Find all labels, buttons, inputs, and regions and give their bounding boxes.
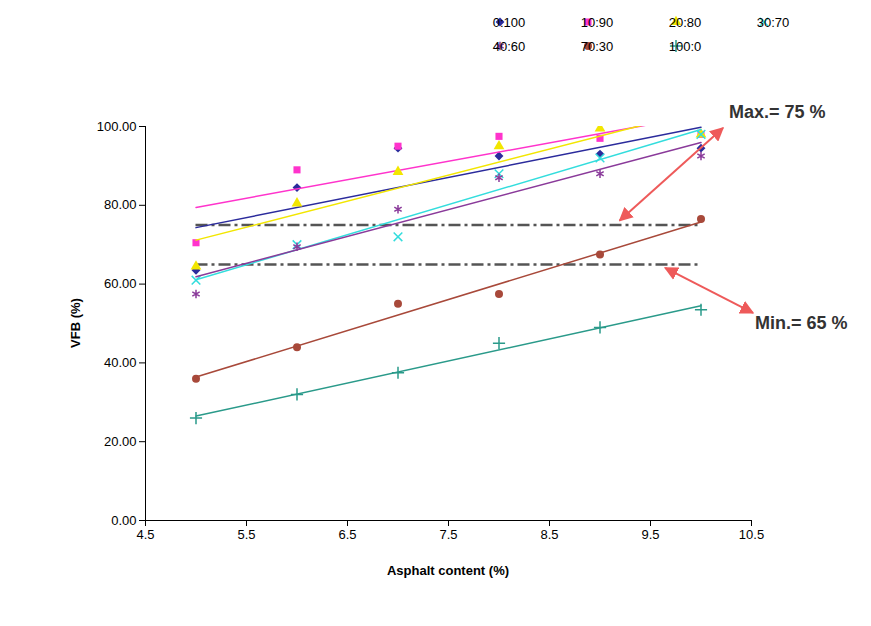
- svg-text:70:30: 70:30: [581, 39, 614, 54]
- svg-text:9.5: 9.5: [641, 527, 659, 542]
- svg-text:100.00: 100.00: [97, 119, 137, 134]
- svg-text:10.5: 10.5: [739, 527, 764, 542]
- svg-text:20.00: 20.00: [104, 434, 137, 449]
- svg-text:60.00: 60.00: [104, 276, 137, 291]
- svg-text:8.5: 8.5: [540, 527, 558, 542]
- svg-text:0:100: 0:100: [493, 15, 526, 30]
- svg-text:Max.= 75 %: Max.= 75 %: [729, 102, 826, 122]
- svg-text:40.00: 40.00: [104, 355, 137, 370]
- svg-text:40:60: 40:60: [493, 39, 526, 54]
- svg-text:0.00: 0.00: [111, 513, 136, 528]
- svg-text:7.5: 7.5: [439, 527, 457, 542]
- svg-text:10:90: 10:90: [581, 15, 614, 30]
- svg-text:4.5: 4.5: [136, 527, 154, 542]
- svg-text:100:0: 100:0: [669, 39, 702, 54]
- svg-text:5.5: 5.5: [237, 527, 255, 542]
- svg-text:6.5: 6.5: [338, 527, 356, 542]
- svg-text:30:70: 30:70: [757, 15, 790, 30]
- svg-text:Asphalt content (%): Asphalt content (%): [387, 563, 509, 578]
- svg-text:80.00: 80.00: [104, 197, 137, 212]
- svg-text:VFB (%): VFB (%): [68, 298, 83, 348]
- svg-text:20:80: 20:80: [669, 15, 702, 30]
- svg-text:Min.= 65 %: Min.= 65 %: [755, 313, 848, 333]
